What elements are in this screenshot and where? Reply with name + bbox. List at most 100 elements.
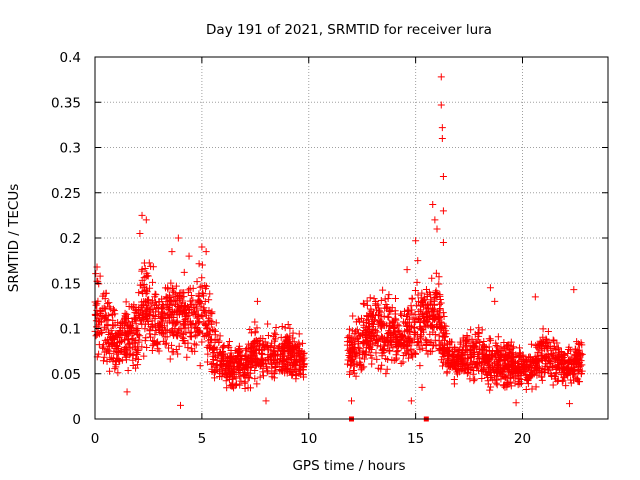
data-point (421, 336, 429, 344)
data-point (152, 291, 160, 299)
data-point (491, 297, 499, 305)
data-point (130, 301, 138, 309)
data-point (473, 362, 481, 370)
data-point (418, 299, 426, 307)
data-point (169, 309, 177, 317)
data-point (401, 328, 409, 336)
data-point (118, 356, 126, 364)
data-point (198, 274, 206, 282)
data-point (259, 368, 267, 376)
data-point (351, 352, 359, 360)
data-point (467, 326, 475, 334)
data-point (216, 332, 224, 340)
data-point (567, 376, 575, 384)
data-point (408, 351, 416, 359)
data-point (170, 313, 178, 321)
data-point (143, 269, 151, 277)
data-point (246, 384, 254, 392)
data-point (436, 304, 444, 312)
data-point (292, 362, 300, 370)
data-point (544, 353, 552, 361)
data-point (166, 305, 174, 313)
data-point (355, 348, 363, 356)
data-point (187, 321, 195, 329)
data-point (181, 302, 189, 310)
data-point (501, 365, 509, 373)
data-point (149, 337, 157, 345)
data-point (263, 363, 271, 371)
data-point (560, 351, 568, 359)
data-point (300, 362, 308, 370)
data-point (493, 376, 501, 384)
data-point (243, 345, 251, 353)
data-point (416, 306, 424, 314)
data-point (237, 377, 245, 385)
data-point (408, 295, 416, 303)
data-point (393, 354, 401, 362)
y-tick-label: 0.35 (51, 95, 81, 111)
data-point (169, 331, 177, 339)
data-point (541, 354, 549, 362)
data-point (187, 301, 195, 309)
data-point (510, 343, 518, 351)
data-point (359, 299, 367, 307)
data-point (132, 364, 140, 372)
data-point (483, 370, 491, 378)
data-point (232, 380, 240, 388)
data-point (188, 308, 196, 316)
data-point (280, 364, 288, 372)
data-point (422, 341, 430, 349)
data-point (429, 305, 437, 313)
data-point (549, 336, 557, 344)
data-point (560, 363, 568, 371)
y-tick-label: 0.1 (60, 322, 81, 338)
data-point (158, 317, 166, 325)
data-point (194, 328, 202, 336)
data-point (407, 345, 415, 353)
data-point (438, 324, 446, 332)
data-point (439, 333, 447, 341)
data-point (422, 323, 430, 331)
data-point (551, 372, 559, 380)
data-point (383, 365, 391, 373)
data-point (232, 374, 240, 382)
data-point (168, 284, 176, 292)
data-point (437, 101, 445, 109)
data-point (152, 298, 160, 306)
data-point (253, 324, 261, 332)
data-point (375, 307, 383, 315)
data-point (124, 335, 132, 343)
data-point (143, 344, 151, 352)
data-point (422, 308, 430, 316)
data-point (125, 303, 133, 311)
data-point (370, 295, 378, 303)
data-point (272, 323, 280, 331)
data-point (484, 377, 492, 385)
data-point (414, 339, 422, 347)
data-point (402, 313, 410, 321)
data-point (288, 370, 296, 378)
data-point (459, 361, 467, 369)
data-point (344, 356, 352, 364)
data-point (148, 305, 156, 313)
data-point (138, 265, 146, 273)
data-point (144, 299, 152, 307)
data-point (454, 353, 462, 361)
data-point (443, 360, 451, 368)
data-point (155, 347, 163, 355)
data-point (195, 319, 203, 327)
data-point (372, 327, 380, 335)
data-point (576, 378, 584, 386)
data-point (238, 351, 246, 359)
data-point (505, 360, 513, 368)
data-point (575, 359, 583, 367)
data-point (418, 311, 426, 319)
data-point (202, 285, 210, 293)
data-point (356, 358, 364, 366)
data-point (556, 349, 564, 357)
data-point (101, 315, 109, 323)
data-point (549, 363, 557, 371)
data-point (499, 347, 507, 355)
data-point (345, 325, 353, 333)
data-point (407, 309, 415, 317)
